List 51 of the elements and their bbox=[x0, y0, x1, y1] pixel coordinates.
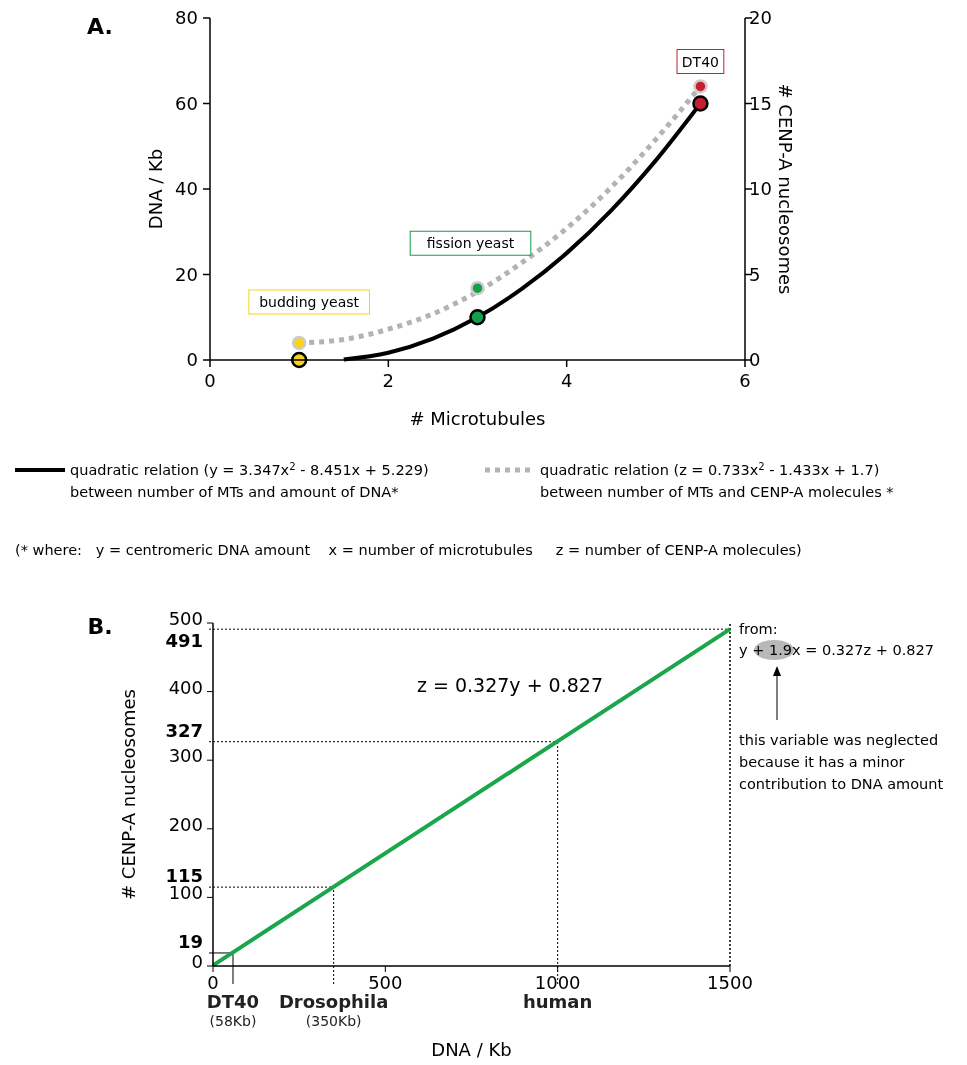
x-tick-label: 4 bbox=[560, 370, 573, 391]
y-tick-label: 40 bbox=[175, 178, 198, 199]
ref-line-label: DT40 (58Kb) bbox=[206, 991, 260, 1029]
x-tick-label: 1000 bbox=[534, 972, 581, 993]
point bbox=[291, 335, 307, 351]
text: y + 1.9x = 0.327z + 0.827 bbox=[739, 642, 934, 658]
text: this variable was neglected because it has a minor contribution to DNA amount bbox=[739, 732, 944, 792]
legend-label: quadratic relation (y = 3.347x$^{2}$ - 8.451x + 5.229) between number of MTs and amount of DNA* bbox=[70, 460, 429, 500]
y-tick-label: 300 bbox=[168, 745, 203, 767]
y2-tick-label: 20 bbox=[749, 7, 772, 28]
x-tick-label: 1500 bbox=[707, 972, 753, 993]
chart-title: B. bbox=[87, 614, 113, 639]
y2-tick-label: 5 bbox=[749, 263, 761, 285]
ref-line-label: 491 bbox=[165, 630, 203, 652]
y-tick-label: 400 bbox=[168, 676, 203, 698]
point bbox=[693, 79, 708, 94]
text: from: bbox=[739, 621, 778, 637]
y-tick-label: 80 bbox=[175, 7, 198, 28]
y-tick-label: 60 bbox=[175, 92, 198, 114]
y-tick-label: 200 bbox=[168, 813, 203, 835]
x-axis-title: DNA / Kb bbox=[431, 1039, 512, 1060]
y-axis-title: DNA / Kb bbox=[145, 148, 166, 230]
y2-tick-label: 15 bbox=[749, 92, 772, 114]
y2-tick-label: 10 bbox=[749, 178, 772, 199]
x-tick-label: 500 bbox=[368, 972, 403, 993]
x-tick-label: 6 bbox=[739, 370, 751, 391]
y-tick-label: 0 bbox=[186, 349, 198, 370]
point bbox=[469, 309, 486, 326]
x-tick-label: 0 bbox=[204, 370, 216, 391]
annotation: fission yeast bbox=[426, 235, 515, 252]
ref-line-label: Drosophila (350Kb) bbox=[278, 991, 389, 1029]
y-tick-label: 500 bbox=[168, 608, 203, 629]
annotation: budding yeast bbox=[259, 294, 360, 310]
chart-title: A. bbox=[87, 14, 113, 39]
point bbox=[470, 280, 485, 296]
y2-tick-label: 0 bbox=[749, 349, 761, 370]
text: (* where: y = centromeric DNA amount x = number of microtubules z = number of CENP-A molecules) bbox=[15, 542, 802, 558]
y-axis-title: # CENP-A nucleosomes bbox=[118, 689, 139, 900]
x-axis-title: # Microtubules bbox=[409, 408, 546, 429]
annotation: DT40 bbox=[681, 53, 719, 70]
point bbox=[692, 95, 709, 112]
ref-line-label: 327 bbox=[165, 719, 203, 741]
y2-axis-title: # CENP-A nucleosomes bbox=[775, 83, 796, 295]
ref-line-label: 19 bbox=[177, 930, 203, 952]
y-tick-label: 0 bbox=[191, 951, 203, 972]
annotation: z = 0.327y + 0.827 bbox=[416, 674, 604, 696]
y-tick-label: 20 bbox=[175, 263, 198, 285]
x-tick-label: 0 bbox=[207, 972, 219, 993]
x-tick-label: 2 bbox=[382, 370, 395, 391]
ref-line-label: human bbox=[522, 991, 593, 1012]
legend-label: quadratic relation (z = 0.733x$^{2}$ - 1.433x + 1.7) between number of MTs and CENP-A molecules * bbox=[540, 460, 894, 500]
